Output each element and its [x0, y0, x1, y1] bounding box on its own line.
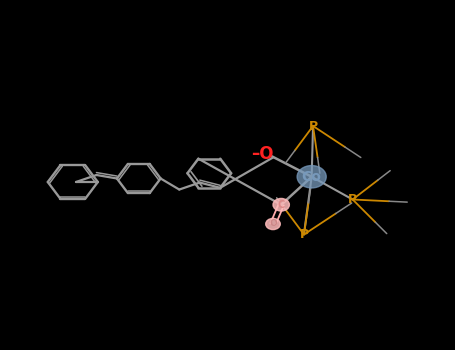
Circle shape: [266, 218, 280, 230]
Text: C: C: [278, 200, 285, 210]
Text: P: P: [348, 193, 357, 206]
Circle shape: [297, 166, 326, 188]
Text: P: P: [308, 119, 318, 133]
Text: –O: –O: [251, 145, 274, 163]
Text: Co: Co: [302, 170, 322, 184]
Text: P: P: [299, 228, 308, 241]
Circle shape: [273, 198, 289, 211]
Text: O: O: [269, 219, 277, 229]
